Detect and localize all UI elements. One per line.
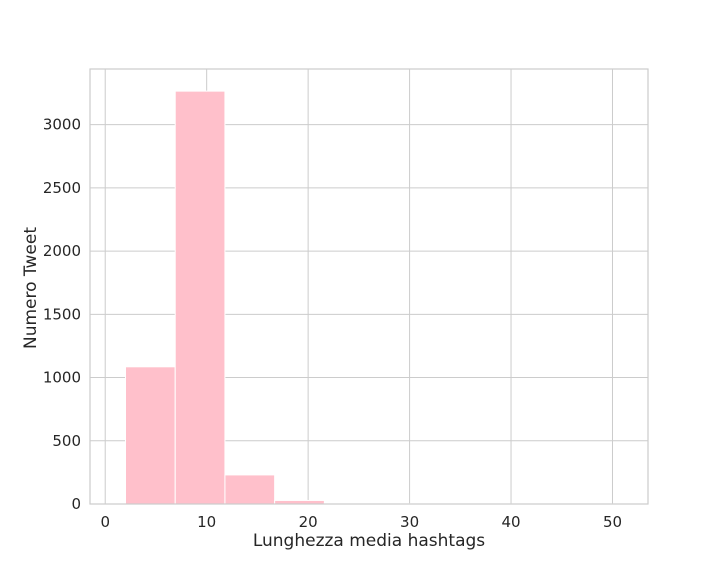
y-tick-label: 1000 (43, 369, 81, 387)
y-tick-label: 500 (52, 432, 81, 450)
y-tick-label: 2000 (43, 242, 81, 260)
histogram-bar (126, 367, 176, 504)
x-tick-label: 10 (197, 513, 216, 531)
x-tick-label: 20 (299, 513, 318, 531)
x-tick-label: 40 (501, 513, 520, 531)
x-tick-label: 0 (100, 513, 110, 531)
histogram-bar (175, 91, 225, 504)
y-tick-label: 0 (71, 495, 81, 513)
x-tick-label: 30 (400, 513, 419, 531)
y-tick-label: 1500 (43, 305, 81, 323)
x-tick-label: 50 (603, 513, 622, 531)
y-tick-label: 3000 (43, 116, 81, 134)
histogram-bar (225, 475, 275, 504)
x-axis-label: Lunghezza media hashtags (253, 531, 485, 551)
y-tick-label: 2500 (43, 179, 81, 197)
y-axis-label: Numero Tweet (21, 227, 41, 349)
